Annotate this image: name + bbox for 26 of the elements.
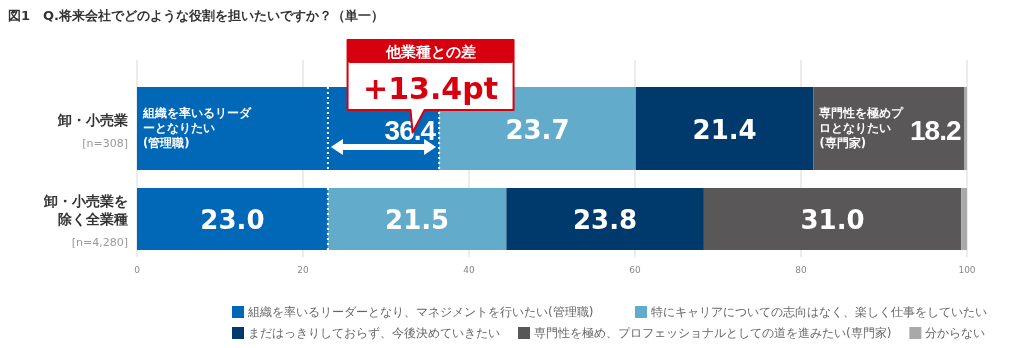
legend-label: まだはっきりしておらず、今後決めていきたい — [248, 326, 500, 340]
data-label: 18.2 — [910, 114, 961, 146]
data-label: 23.0 — [200, 205, 265, 235]
x-tick-label: 100 — [958, 265, 976, 275]
legend-label: 特にキャリアについての志向はなく、楽しく仕事をしていたい — [651, 305, 987, 319]
annotation: +13.4pt — [363, 71, 499, 106]
data-label: 21.4 — [692, 114, 757, 145]
legend-label: 組織を率いるリーダーとなり、マネジメントを行いたい(管理職) — [247, 305, 594, 319]
chart-title: 図1 Q.将来会社でどのような役割を担いたいですか？（単一） — [8, 8, 385, 23]
data-label: 23.8 — [573, 205, 638, 235]
annotation: 専門性を極めプロとなりたい(専門家) — [818, 105, 905, 150]
y-tick-label: 卸・小売業 [n=308] — [57, 111, 128, 150]
annotation: 他業種との差 — [384, 43, 476, 61]
data-label: 36.4 — [384, 114, 437, 146]
data-label: 31.0 — [800, 205, 865, 235]
legend-label: 分からない — [925, 326, 986, 340]
legend-label: 専門性を極め、プロフェッショナルとしての道を進みたい(専門家) — [534, 326, 892, 340]
annotation: 組織を率いるリーダーとなりたい(管理職) — [142, 105, 252, 150]
y-tick-label: 卸・小売業を除く全業種 [n=4,280] — [43, 193, 128, 249]
data-label: 21.5 — [385, 205, 450, 235]
x-tick-label: 40 — [463, 265, 475, 275]
x-tick-label: 80 — [795, 265, 807, 275]
x-tick-label: 20 — [297, 265, 309, 275]
data-label: 23.7 — [505, 114, 570, 145]
x-tick-label: 60 — [629, 265, 641, 275]
x-tick-label: 0 — [134, 265, 141, 275]
